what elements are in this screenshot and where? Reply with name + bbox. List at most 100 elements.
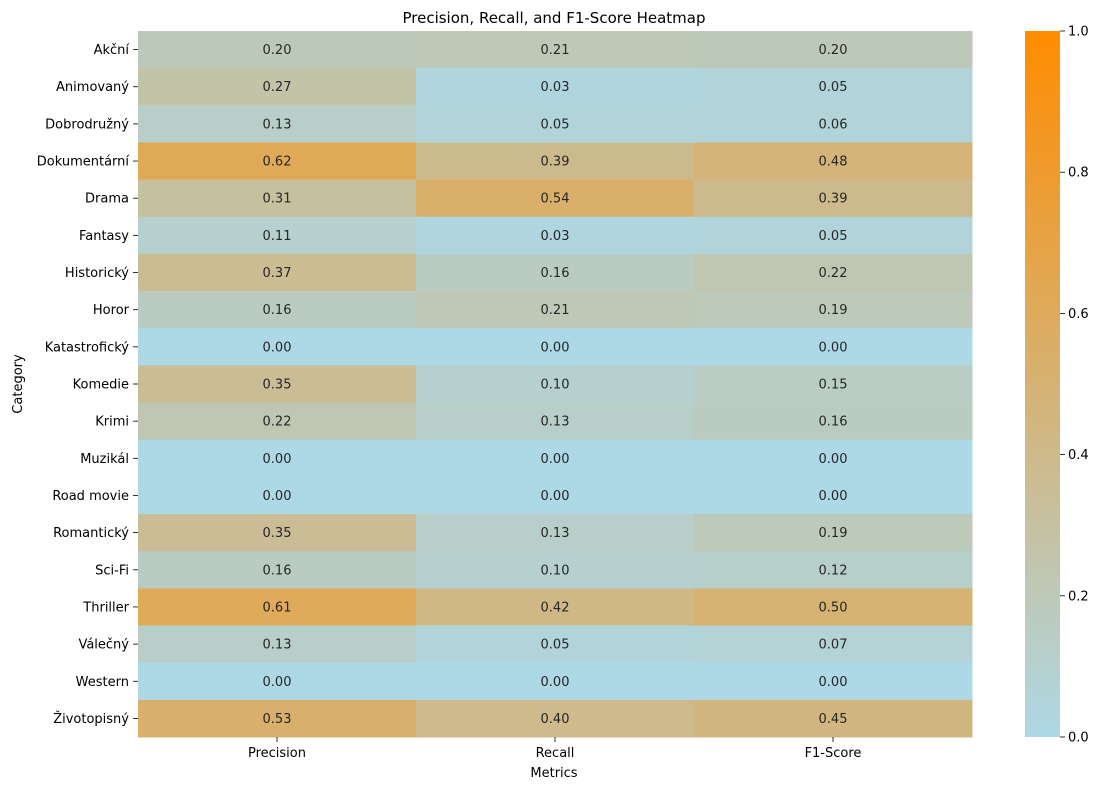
heatmap-cell <box>694 31 973 69</box>
y-tick-label: Sci-Fi <box>95 563 129 578</box>
heatmap-cell <box>694 179 973 218</box>
cell-value-label: 0.50 <box>819 600 848 615</box>
cell-value-label: 0.19 <box>819 303 848 318</box>
heatmap-cell <box>138 439 417 478</box>
cell-value-label: 0.10 <box>541 378 570 393</box>
cell-value-label: 0.21 <box>541 303 570 318</box>
cell-value-label: 0.54 <box>541 192 570 207</box>
cell-value-label: 0.00 <box>819 489 848 504</box>
y-tick-label: Muzikál <box>80 452 129 467</box>
heatmap-cell <box>138 291 417 329</box>
heatmap-cell <box>416 328 695 366</box>
heatmap-cell <box>694 105 973 143</box>
heatmap-cell <box>416 402 695 441</box>
heatmap-cell <box>138 328 417 366</box>
cell-value-label: 0.13 <box>541 526 570 541</box>
y-axis: Akční Animovaný Dobrodružný Dokumentární Dra… <box>37 43 138 727</box>
cell-value-label: 0.00 <box>819 675 848 690</box>
heatmap-cell <box>138 514 417 552</box>
y-tick-label: Dobrodružný <box>45 117 129 132</box>
x-tick-label: Precision <box>248 746 306 761</box>
cell-value-label: 0.19 <box>819 526 848 541</box>
heatmap-cell <box>138 476 417 515</box>
y-tick-label: Road movie <box>52 489 129 504</box>
heatmap-cell <box>694 699 973 738</box>
heatmap-cell <box>416 253 695 292</box>
cell-value-label: 0.00 <box>263 675 292 690</box>
heatmap-cell <box>138 179 417 218</box>
heatmap-cell <box>694 142 973 181</box>
heatmap-cell <box>416 699 695 738</box>
y-tick-label: Akční <box>94 43 130 58</box>
heatmap-cell <box>416 625 695 664</box>
cell-value-label: 0.00 <box>263 452 292 467</box>
x-axis: Precision Recall F1-Score <box>248 737 861 761</box>
heatmap-cell <box>694 68 973 106</box>
heatmap-cell <box>138 588 417 627</box>
heatmap-cell <box>138 253 417 292</box>
cell-value-label: 0.05 <box>541 117 570 132</box>
cell-value-label: 0.13 <box>263 117 292 132</box>
x-tick-label: F1-Score <box>805 746 862 761</box>
cell-value-label: 0.00 <box>819 452 848 467</box>
colorbar-tick-label: 0.6 <box>1068 307 1089 322</box>
cell-value-label: 0.00 <box>541 452 570 467</box>
heatmap-cell <box>694 588 973 627</box>
cell-value-label: 0.45 <box>819 712 848 727</box>
x-axis-label: Metrics <box>530 766 577 781</box>
x-tick-label: Recall <box>536 746 575 761</box>
cell-value-label: 0.00 <box>541 675 570 690</box>
heatmap-cell <box>416 179 695 218</box>
cell-value-label: 0.05 <box>541 638 570 653</box>
chart-title: Precision, Recall, and F1-Score Heatmap <box>402 9 705 27</box>
heatmap-cell <box>416 291 695 329</box>
cell-value-label: 0.16 <box>263 563 292 578</box>
heatmap-cell <box>694 402 973 441</box>
colorbar-tick-label: 0.2 <box>1068 589 1089 604</box>
colorbar: 0.0 0.2 0.4 0.6 0.8 1.0 <box>1025 25 1089 746</box>
heatmap-cell <box>416 105 695 143</box>
cell-value-label: 0.00 <box>263 340 292 355</box>
cell-value-label: 0.48 <box>819 155 848 170</box>
y-tick-label: Krimi <box>95 415 129 430</box>
y-tick-label: Drama <box>85 192 129 207</box>
y-tick-label: Romantický <box>53 526 129 541</box>
heatmap-cell <box>694 662 973 701</box>
heatmap-cell <box>138 365 417 404</box>
y-tick-label: Animovaný <box>56 80 129 95</box>
colorbar-gradient <box>1025 31 1060 737</box>
y-axis-label: Category <box>11 354 26 414</box>
heatmap-cell <box>416 551 695 589</box>
cell-value-label: 0.22 <box>819 266 848 281</box>
cell-value-label: 0.39 <box>819 192 848 207</box>
y-tick-label: Fantasy <box>79 229 129 244</box>
cell-value-label: 0.27 <box>263 80 292 95</box>
heatmap-cell <box>138 662 417 701</box>
cell-value-label: 0.00 <box>541 489 570 504</box>
y-tick-label: Životopisný <box>53 711 129 727</box>
heatmap-cell <box>694 514 973 552</box>
heatmap-cell <box>694 551 973 589</box>
heatmap-cell <box>138 402 417 441</box>
y-tick-label: Horor <box>93 303 130 318</box>
cell-value-label: 0.12 <box>819 563 848 578</box>
cell-value-label: 0.35 <box>263 378 292 393</box>
heatmap-cell <box>138 625 417 664</box>
y-tick-label: Thriller <box>82 600 129 615</box>
heatmap-cell <box>138 68 417 106</box>
cell-value-label: 0.13 <box>541 415 570 430</box>
heatmap-cell <box>694 625 973 664</box>
heatmap-cell <box>694 253 973 292</box>
heatmap-cell <box>416 588 695 627</box>
colorbar-tick-label: 0.8 <box>1068 166 1089 181</box>
cell-value-label: 0.42 <box>541 600 570 615</box>
heatmap-cell <box>416 514 695 552</box>
cell-value-label: 0.05 <box>819 229 848 244</box>
cell-value-label: 0.10 <box>541 563 570 578</box>
heatmap-cell <box>138 142 417 181</box>
y-tick-label: Western <box>76 675 129 690</box>
heatmap-cell <box>138 216 417 255</box>
cell-value-label: 0.11 <box>263 229 292 244</box>
cell-value-label: 0.00 <box>263 489 292 504</box>
